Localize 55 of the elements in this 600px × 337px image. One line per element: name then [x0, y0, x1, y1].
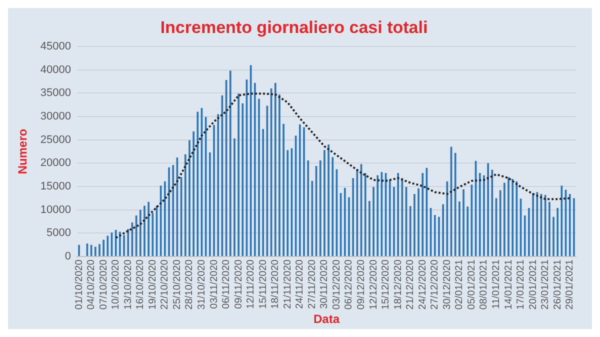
x-tick-label: 09/12/2020 [356, 259, 368, 310]
x-tick-label: 18/11/2020 [270, 259, 282, 309]
x-tick-label: 03/12/2020 [331, 259, 342, 310]
y-tick-label: 20000 [40, 157, 71, 170]
x-tick-label: 25/10/2020 [172, 259, 183, 310]
x-tick-label: 11/01/2021 [490, 259, 502, 309]
x-tick-label: 24/12/2020 [417, 259, 428, 310]
x-tick-label: 13/10/2020 [122, 259, 134, 310]
line-series [114, 92, 571, 239]
x-tick-label: 26/01/2021 [552, 259, 564, 310]
x-tick-label: 15/11/2020 [258, 259, 269, 309]
x-axis-title: Data [313, 312, 340, 326]
x-tick-label: 02/01/2021 [454, 259, 466, 310]
y-tick-label: 5000 [46, 227, 71, 240]
y-tick-label: 15000 [40, 180, 71, 193]
x-tick-label: 20/01/2021 [528, 259, 539, 310]
y-tick-label: 25000 [40, 134, 71, 146]
x-tick-label: 29/01/2021 [564, 259, 576, 310]
x-tick-label: 18/12/2020 [392, 259, 404, 310]
x-tick-label: 06/11/2020 [221, 259, 232, 309]
x-tick-label: 31/10/2020 [196, 259, 208, 310]
x-tick-label: 16/10/2020 [135, 259, 146, 310]
x-tick-label: 22/10/2020 [160, 259, 171, 310]
x-tick-label: 12/11/2020 [246, 259, 257, 309]
x-tick-label: 03/11/2020 [208, 259, 220, 309]
x-tick-label: 04/10/2020 [86, 259, 98, 310]
x-tick-label: 27/12/2020 [430, 259, 441, 310]
y-tick-label: 40000 [40, 64, 71, 76]
x-tick-label: 07/10/2020 [98, 259, 110, 310]
y-axis-title: Numero [16, 128, 30, 174]
y-tick-label: 0 [64, 250, 71, 263]
x-tick-label: 06/12/2020 [344, 259, 355, 310]
x-tick-label: 19/10/2020 [147, 259, 158, 310]
y-tick-label: 30000 [40, 110, 71, 122]
chart-title: Incremento giornaliero casi totali [160, 18, 428, 37]
x-tick-label: 23/01/2021 [540, 259, 552, 310]
x-tick-label: 28/10/2020 [184, 259, 196, 310]
x-tick-label: 08/01/2021 [478, 259, 490, 310]
x-tick-label: 05/01/2021 [466, 259, 478, 310]
x-tick-label: 12/12/2020 [368, 259, 380, 310]
x-tick-label: 30/11/2020 [319, 259, 330, 309]
y-tick-label: 10000 [40, 204, 71, 216]
y-tick-label: 35000 [40, 87, 71, 100]
x-tick-label: 21/12/2020 [405, 259, 416, 310]
x-tick-label: 09/11/2020 [233, 259, 244, 309]
x-tick-label: 10/10/2020 [110, 259, 122, 310]
x-tick-label: 17/01/2021 [516, 259, 527, 310]
x-tick-label: 24/11/2020 [294, 259, 306, 309]
x-tick-label: 14/01/2021 [503, 259, 514, 310]
x-tick-label: 15/12/2020 [380, 259, 392, 310]
x-tick-label: 01/10/2020 [74, 259, 85, 310]
y-tick-label: 45000 [40, 40, 71, 52]
x-tick-label: 30/12/2020 [442, 259, 453, 310]
x-tick-label: 27/11/2020 [306, 259, 318, 309]
x-tick-label: 21/11/2020 [282, 259, 294, 309]
